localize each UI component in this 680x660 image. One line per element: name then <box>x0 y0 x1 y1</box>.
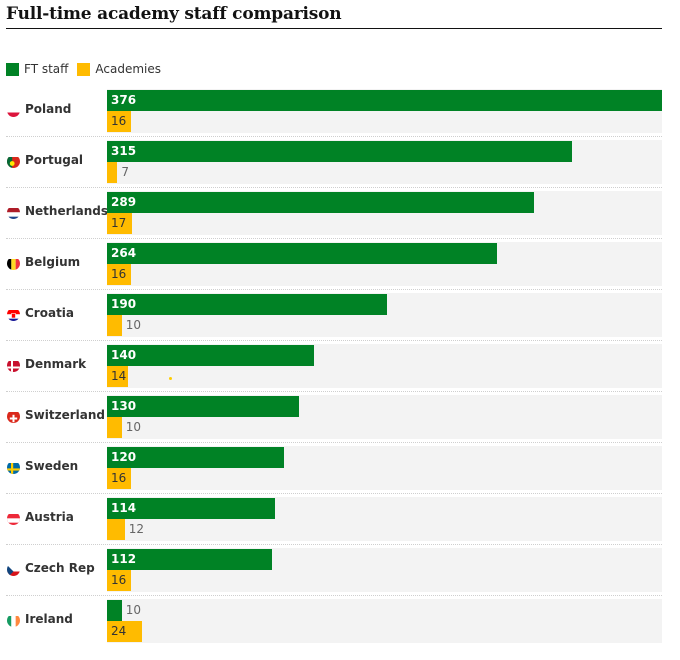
row-separator <box>6 391 662 392</box>
row-separator <box>6 595 662 596</box>
flag-belgium-icon <box>7 257 20 270</box>
country-label-netherlands: Netherlands <box>25 204 109 218</box>
value-label-ft-staff-czech-rep: 112 <box>111 552 137 566</box>
row-separator <box>6 136 662 137</box>
legend-label-ft-staff: FT staff <box>24 62 69 76</box>
value-label-ft-staff-croatia: 190 <box>111 297 137 311</box>
flag-sweden-icon <box>7 461 20 474</box>
row-separator <box>6 340 662 341</box>
value-label-ft-staff-netherlands: 289 <box>111 195 137 209</box>
bar-ft-staff-belgium <box>107 243 497 264</box>
row-separator <box>6 238 662 239</box>
country-label-croatia: Croatia <box>25 306 75 320</box>
row-separator <box>6 544 662 545</box>
bar-academies-czech-rep <box>107 570 131 591</box>
legend-swatch-ft-staff <box>6 62 19 76</box>
value-label-ft-staff-austria: 114 <box>111 501 137 515</box>
flag-denmark-icon <box>7 359 20 372</box>
country-label-portugal: Portugal <box>25 153 84 167</box>
value-label-ft-staff-denmark: 140 <box>111 348 137 362</box>
bar-academies-austria <box>107 519 125 540</box>
flag-ireland-icon <box>7 614 20 627</box>
legend: FT staff Academies <box>6 61 170 77</box>
country-label-czech-rep: Czech Rep <box>25 561 95 575</box>
bar-academies-denmark <box>107 366 128 387</box>
country-label-switzerland: Switzerland <box>25 408 105 422</box>
value-label-academies-portugal: 7 <box>121 165 129 179</box>
bar-ft-staff-austria <box>107 498 276 519</box>
country-label-poland: Poland <box>25 102 72 116</box>
country-label-sweden: Sweden <box>25 459 79 473</box>
value-label-academies-poland: 16 <box>111 114 127 128</box>
bar-academies-croatia <box>107 315 122 336</box>
bar-ft-staff-sweden <box>107 447 285 468</box>
title-rule <box>6 28 662 29</box>
bar-academies-netherlands <box>107 213 133 234</box>
value-label-ft-staff-belgium: 264 <box>111 246 137 260</box>
bar-ft-staff-czech-rep <box>107 549 273 570</box>
row-separator <box>6 289 662 290</box>
row-separator <box>6 187 662 188</box>
bar-ft-staff-portugal <box>107 141 572 162</box>
country-label-austria: Austria <box>25 510 74 524</box>
chart-title: Full-time academy staff comparison <box>6 4 342 24</box>
flag-austria-icon <box>7 512 20 525</box>
bar-academies-sweden <box>107 468 131 489</box>
bar-academies-portugal <box>107 162 118 183</box>
flag-czech-republic-icon <box>7 563 20 576</box>
value-label-academies-ireland: 24 <box>111 624 127 638</box>
row-separator <box>6 493 662 494</box>
value-label-academies-netherlands: 17 <box>111 216 127 230</box>
bar-ft-staff-denmark <box>107 345 314 366</box>
value-label-ft-staff-poland: 376 <box>111 93 137 107</box>
value-label-ft-staff-portugal: 315 <box>111 144 137 158</box>
value-label-ft-staff-sweden: 120 <box>111 450 137 464</box>
row-background-ireland <box>107 599 662 643</box>
value-label-academies-sweden: 16 <box>111 471 127 485</box>
flag-switzerland-icon <box>7 410 20 423</box>
value-label-ft-staff-ireland: 10 <box>125 603 142 617</box>
bar-academies-belgium <box>107 264 131 285</box>
country-label-denmark: Denmark <box>25 357 87 371</box>
legend-label-academies: Academies <box>95 62 162 76</box>
country-label-ireland: Ireland <box>25 612 73 626</box>
stray-dot <box>169 377 172 380</box>
value-label-academies-austria: 12 <box>128 522 144 536</box>
bar-academies-switzerland <box>107 417 122 438</box>
value-label-academies-denmark: 14 <box>111 369 127 383</box>
value-label-ft-staff-switzerland: 130 <box>111 399 137 413</box>
value-label-academies-czech-rep: 16 <box>111 573 127 587</box>
bar-ft-staff-netherlands <box>107 192 534 213</box>
flag-netherlands-icon <box>7 206 20 219</box>
bar-ft-staff-switzerland <box>107 396 299 417</box>
value-label-academies-belgium: 16 <box>111 267 127 281</box>
flag-poland-icon <box>7 104 20 117</box>
bar-ft-staff-croatia <box>107 294 388 315</box>
value-label-academies-switzerland: 10 <box>125 420 142 434</box>
bar-academies-poland <box>107 111 131 132</box>
flag-croatia-icon <box>7 308 20 321</box>
bar-academies-ireland <box>107 621 143 642</box>
legend-swatch-academies <box>77 62 91 76</box>
flag-portugal-icon <box>7 155 20 168</box>
bar-ft-staff-ireland <box>107 600 122 621</box>
country-label-belgium: Belgium <box>25 255 81 269</box>
bar-ft-staff-poland <box>107 90 662 111</box>
value-label-academies-croatia: 10 <box>125 318 142 332</box>
row-separator <box>6 442 662 443</box>
